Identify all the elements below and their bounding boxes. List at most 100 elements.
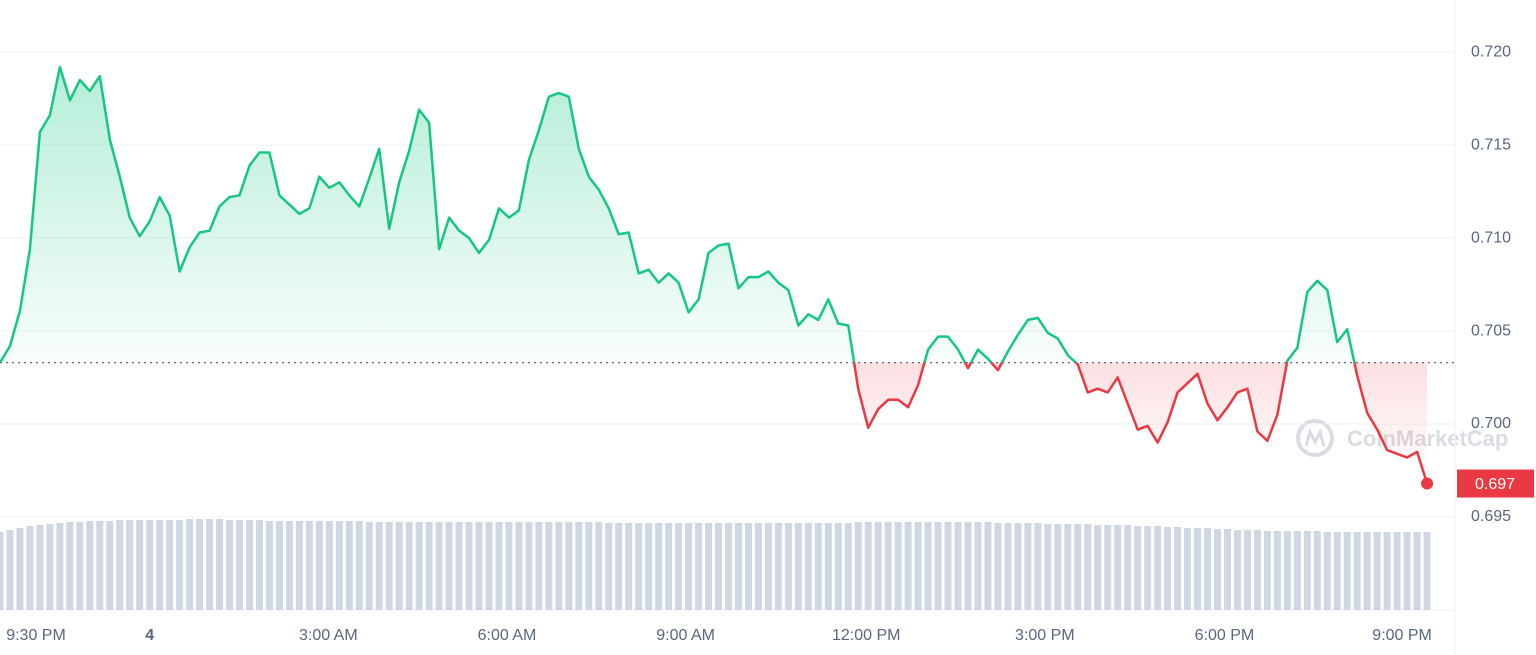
volume-bar [565,522,573,610]
y-tick-label: 0.720 [1471,43,1511,60]
volume-bar [415,522,423,610]
price-tag-label: 0.697 [1475,476,1515,493]
volume-bar [545,522,553,610]
volume-bar [764,523,772,610]
volume-bar [1253,530,1261,610]
volume-bar [345,521,353,610]
volume-bar [515,522,523,610]
volume-bar [435,522,443,610]
volume-bar [854,522,862,610]
volume-bar [1184,528,1192,610]
watermark: CoinMarketCap [1296,419,1508,457]
volume-bar [196,519,204,610]
volume-bar [904,522,912,610]
x-tick-label: 9:00 PM [1372,627,1432,644]
volume-bar [1124,525,1132,610]
volume-bar [1273,531,1281,610]
volume-bar [655,523,663,610]
volume-bar [1293,531,1301,610]
volume-bar [645,523,653,610]
volume-bar [66,522,74,610]
x-tick-label: 6:00 AM [478,627,537,644]
volume-bar [1213,529,1221,610]
volume-bar [36,525,44,610]
volume-bar [864,522,872,610]
volume-bar [1154,526,1162,610]
x-tick-label: 6:00 PM [1195,627,1255,644]
volume-bar [1054,524,1062,610]
x-tick-label: 9:00 AM [656,627,715,644]
watermark-text: CoinMarketCap [1347,426,1508,451]
volume-bar [1134,526,1142,610]
volume-bar [355,521,363,610]
volume-bar [625,523,633,610]
volume-bar [525,522,533,610]
y-tick-label: 0.705 [1471,322,1511,339]
volume-bar [1223,529,1231,610]
volume-bar [0,532,4,610]
volume-bar [1004,523,1012,610]
volume-bar [1263,531,1271,610]
volume-bar [1094,525,1102,610]
volume-bar [245,520,253,610]
volume-bar [695,523,703,610]
volume-bar [1333,532,1341,610]
x-tick-label: 3:00 PM [1015,627,1075,644]
volume-bar [1014,523,1022,610]
x-tick-label: 4 [145,627,154,644]
volume-bar [1144,526,1152,610]
y-tick-label: 0.715 [1471,136,1511,153]
volume-bar [744,523,752,610]
volume-bar [475,522,483,610]
volume-bar [1313,531,1321,610]
volume-bar [176,520,184,610]
volume-bar [804,523,812,610]
volume-bar [315,521,323,610]
volume-bar [56,523,64,610]
volume-bar [1044,524,1052,610]
volume-bar [216,519,224,610]
volume-bar [1233,530,1241,610]
current-point [1421,477,1434,490]
volume-bar [1194,528,1202,610]
price-line [0,65,1429,484]
volume-bar [285,521,293,610]
volume-bar [774,523,782,610]
volume-bar [455,522,463,610]
volume-bar [824,523,832,610]
volume-bar [954,522,962,610]
volume-bar [1164,527,1172,610]
volume-bar [6,530,14,610]
volume-bar [1024,523,1032,610]
y-tick-label: 0.700 [1471,415,1511,432]
volume-bar [1283,531,1291,610]
volume-bar [375,522,383,610]
volume-bar [445,522,453,610]
volume-bar [675,523,683,610]
x-tick-label: 12:00 PM [832,627,900,644]
volume-bar [784,523,792,610]
volume-bar [1174,527,1182,610]
volume-bar [236,520,244,610]
volume-bar [136,520,144,610]
volume-bar [555,522,563,610]
volume-bar [934,522,942,610]
watermark-logo-mark [1304,427,1326,447]
volume-bar [505,522,513,610]
volume-bar [984,522,992,610]
volume-bar [206,519,214,610]
volume-bar [894,522,902,610]
volume-bar [734,523,742,610]
volume-bar [76,522,84,610]
volume-bar [1303,531,1311,610]
volume-bar [575,522,583,610]
volume-bar [924,522,932,610]
volume-bar [595,522,603,610]
volume-bar [1413,532,1421,610]
volume-bar [126,520,134,610]
volume-bar [1403,532,1411,610]
volume-bar [1204,528,1212,610]
volume-bar [605,523,613,610]
y-tick-label: 0.710 [1471,229,1511,246]
volume-bar [724,523,732,610]
